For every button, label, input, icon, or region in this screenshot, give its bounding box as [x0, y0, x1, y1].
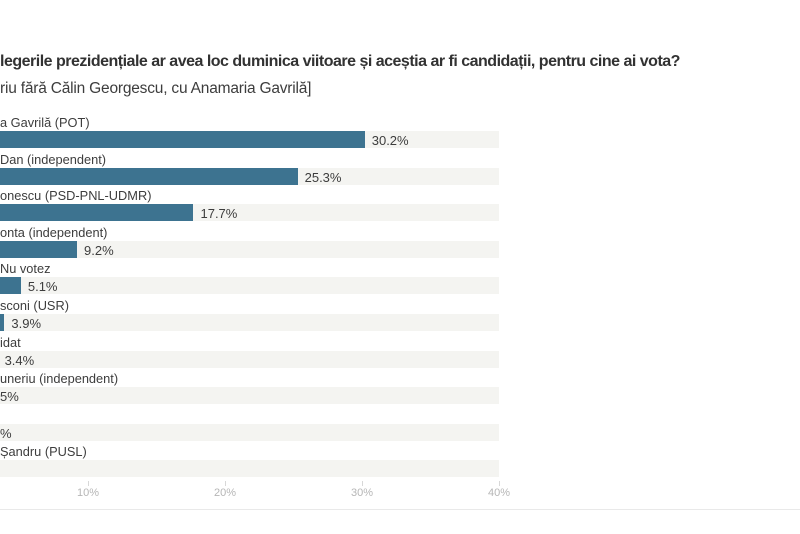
bar: [0, 314, 5, 331]
tick-mark: [87, 481, 89, 486]
bar-value: 5%: [0, 389, 19, 405]
bar-track: [0, 350, 499, 368]
tick-label: 40%: [487, 487, 511, 499]
bar-value: 9.2%: [84, 242, 114, 258]
x-axis-tick: 40%: [479, 481, 519, 499]
bar-label: uneriu (independent): [0, 371, 119, 387]
bar-track: [0, 387, 499, 405]
bar-row: Dan (independent) 25.3%: [0, 152, 800, 189]
bar-value: 3.4%: [4, 352, 35, 368]
bar-row: idat 3.4%: [0, 335, 800, 372]
bar-label: onta (independent): [0, 224, 108, 240]
bar-row: Nu votez 5.1%: [0, 261, 800, 298]
bar-row: uneriu (independent) 5%: [0, 371, 800, 408]
bar: [0, 167, 298, 185]
footer-divider-line: [0, 509, 800, 510]
bar-track: [0, 277, 499, 295]
tick-label: 30%: [350, 487, 374, 499]
x-axis-tick: 10%: [68, 481, 108, 499]
tick-mark: [498, 481, 500, 486]
bar: [0, 131, 365, 148]
bar-value: 3.9%: [11, 316, 42, 331]
bar-label: Nu votez: [0, 261, 51, 277]
bar-value: 17.7%: [200, 206, 238, 222]
tick-mark: [224, 481, 226, 486]
chart-title: legerile prezidențiale ar avea loc dumin…: [0, 53, 680, 70]
bar-row: onescu (PSD-PNL-UDMR) 17.7%: [0, 188, 800, 225]
bar-row: %: [0, 408, 800, 445]
bar-label: idat: [0, 334, 21, 350]
tick-label: 10%: [76, 487, 100, 499]
bar-row: Șandru (PUSL): [0, 444, 800, 481]
bar-row: a Gavrilă (POT) 30.2%: [0, 115, 800, 152]
x-axis-tick: 30%: [342, 481, 382, 499]
bar-track: [0, 423, 499, 441]
tick-mark: [361, 481, 363, 486]
bar-label: a Gavrilă (POT): [0, 115, 90, 130]
bar-row: onta (independent) 9.2%: [0, 225, 800, 262]
bar-track: [0, 314, 499, 331]
bar-label: onescu (PSD-PNL-UDMR): [0, 188, 152, 204]
bar: [0, 240, 78, 258]
tick-label: 20%: [213, 487, 237, 499]
bar-track: [0, 240, 499, 258]
bar: [0, 204, 194, 222]
bar-label: Șandru (PUSL): [0, 444, 87, 460]
bar: [0, 277, 21, 295]
bar-value: %: [0, 425, 12, 441]
bar-value: 30.2%: [371, 133, 409, 148]
x-axis-tick: 20%: [205, 481, 245, 499]
bar-label: Dan (independent): [0, 151, 107, 167]
bar-label: sconi (USR): [0, 298, 69, 313]
bar-track: [0, 460, 499, 478]
bar-value: 5.1%: [27, 279, 58, 295]
bar-row: sconi (USR) 3.9%: [0, 298, 800, 335]
chart-subtitle: riu fără Călin Georgescu, cu Anamaria Ga…: [0, 80, 312, 97]
bar-chart-plot: a Gavrilă (POT) 30.2% Dan (independent) 25.…: [0, 115, 800, 515]
bar-value: 25.3%: [304, 169, 342, 185]
